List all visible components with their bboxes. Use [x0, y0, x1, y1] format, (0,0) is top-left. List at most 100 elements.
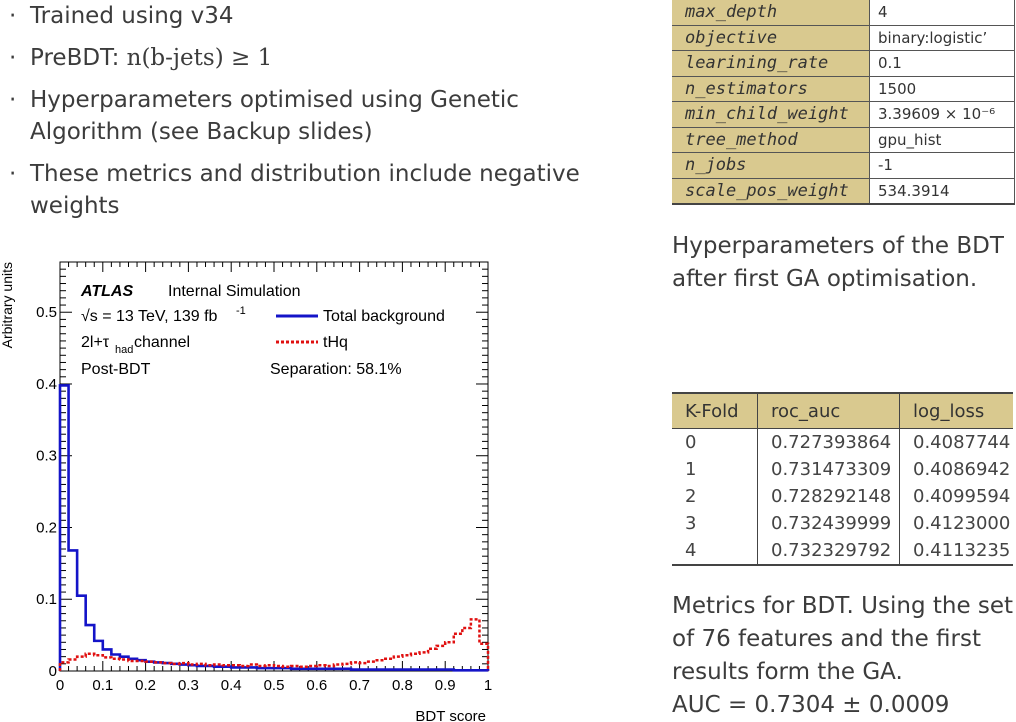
- kfold-row: 0 0.727393864 0.4087744: [672, 428, 1013, 456]
- bullet-dot-icon: ·: [9, 45, 17, 71]
- hyperparameter-key: scale_pos_weight: [672, 178, 870, 205]
- legend-label-total-background: Total background: [323, 308, 445, 325]
- kfold-cell: 0.731473309: [757, 456, 900, 483]
- x-tick-label: 0.1: [92, 677, 113, 694]
- x-tick-label: 0.6: [306, 677, 327, 694]
- channel-subscript: had: [115, 344, 133, 356]
- kfold-header: log_loss: [899, 392, 1013, 429]
- bullet-dot-icon: ·: [9, 3, 17, 29]
- y-tick-label: 0.4: [36, 376, 57, 393]
- kfold-cell: 0.732439999: [757, 510, 900, 537]
- hyperparameter-table: max_depth 4 objective binary:logistic’ leari…: [672, 0, 1015, 205]
- caption-line: AUC = 0.7304 ± 0.0009: [672, 692, 950, 718]
- kfold-cell: 2: [685, 486, 697, 507]
- hyperparameter-value: 1500: [869, 76, 1015, 102]
- hyperparameter-key: n_estimators: [672, 76, 870, 102]
- caption-line: after first GA optimisation.: [672, 266, 978, 292]
- kfold-cell: 0.4123000: [899, 510, 1013, 537]
- x-tick-label: 0.7: [349, 677, 370, 694]
- hyperparameter-row: objective binary:logistic’: [672, 25, 1015, 51]
- y-tick-label: 0.3: [36, 448, 57, 465]
- bullet-item: · These metrics and distribution include…: [0, 158, 600, 222]
- x-tick-label: 0.9: [435, 677, 456, 694]
- hyperparameter-key: learining_rate: [672, 50, 870, 77]
- series-line-total-background: [58, 384, 490, 672]
- x-tick-label: 0.3: [178, 677, 199, 694]
- kfold-row: 2 0.728292148 0.4099594: [672, 483, 1013, 510]
- hyperparameter-key: n_jobs: [672, 152, 870, 179]
- bullet-list: · Trained using v34 · PreBDT: n(b-jets) …: [0, 0, 600, 232]
- bdt-score-chart: 0 0.1 0.2 0.3 0.4 0.5 0.6 0.7 0.8 0.9 1 0 0.1 0.2 0.3 0…: [0, 261, 492, 722]
- hyperparameter-value: 3.39609 × 10⁻⁶: [869, 101, 1015, 128]
- kfold-header: roc_auc: [757, 392, 900, 429]
- channel-suffix: channel: [134, 334, 190, 351]
- hyperparameter-key: min_child_weight: [672, 101, 870, 128]
- hyperparameter-key: max_depth: [672, 0, 870, 26]
- series-line-thq: [58, 618, 490, 671]
- hyperparameter-row: n_estimators 1500: [672, 76, 1015, 102]
- hyperparameter-value: binary:logistic’: [869, 25, 1015, 51]
- hyperparameter-key: tree_method: [672, 127, 870, 153]
- bullet-dot-icon: ·: [9, 87, 17, 113]
- bullet-text: These metrics and distribution include n…: [30, 161, 580, 219]
- bullet-item: · Hyperparameters optimised using Geneti…: [0, 84, 600, 148]
- caption-line: Metrics for BDT. Using the set: [672, 593, 1014, 619]
- energy-label: √s = 13 TeV, 139 fb: [81, 308, 218, 325]
- x-tick-label: 0: [56, 677, 64, 694]
- separation-label: Separation: 58.1%: [270, 361, 402, 378]
- bullet-math: n(b-jets) ≥ 1: [126, 45, 273, 71]
- hyperparameter-row: max_depth 4: [672, 0, 1015, 26]
- metrics-caption: Metrics for BDT. Using the set of 76 fea…: [672, 590, 1013, 722]
- caption-line: of 76 features and the first: [672, 626, 981, 652]
- kfold-cell: 0.4087744: [899, 428, 1013, 456]
- x-tick-label: 0.2: [135, 677, 156, 694]
- y-axis-label: Arbitrary units: [0, 262, 15, 348]
- x-tick-label: 0.8: [392, 677, 413, 694]
- stage-label: Post-BDT: [81, 361, 151, 378]
- bullet-dot-icon: ·: [9, 161, 17, 187]
- hyperparameter-value: 4: [869, 0, 1015, 26]
- y-tick-label: 0.5: [36, 304, 57, 321]
- hyperparameter-row: tree_method gpu_hist: [672, 127, 1015, 153]
- kfold-cell: 0.727393864: [757, 428, 900, 456]
- kfold-row: 3 0.732439999 0.4123000: [672, 510, 1013, 537]
- bullet-item: · Trained using v34: [0, 0, 600, 32]
- x-tick-label: 0.4: [221, 677, 242, 694]
- hyperparameter-value: -1: [869, 152, 1015, 179]
- kfold-cell: 0.4113235: [899, 537, 1013, 566]
- kfold-cell: 4: [672, 537, 758, 566]
- kfold-cell: 1: [685, 459, 697, 480]
- hyperparameter-caption: Hyperparameters of the BDT after first G…: [672, 230, 1004, 296]
- kfold-header: K-Fold: [672, 392, 758, 429]
- x-tick-label: 0.5: [264, 677, 285, 694]
- kfold-cell: 3: [685, 513, 697, 534]
- hyperparameter-value: 0.1: [869, 50, 1015, 77]
- kfold-table: K-Fold roc_auc log_loss 0 0.727393864 0.40…: [672, 392, 1013, 566]
- kfold-row: 1 0.731473309 0.4086942: [672, 456, 1013, 483]
- kfold-cell: 0.4099594: [899, 483, 1013, 510]
- x-axis-label: BDT score: [415, 708, 486, 722]
- bullet-item: · PreBDT: n(b-jets) ≥ 1: [0, 42, 600, 74]
- hyperparameter-value: 534.3914: [869, 178, 1015, 205]
- y-tick-label: 0: [49, 663, 57, 680]
- atlas-label: ATLAS: [80, 283, 133, 300]
- legend-label-thq: tHq: [323, 334, 348, 351]
- hyperparameter-row: learining_rate 0.1: [672, 50, 1015, 77]
- caption-line: results form the GA.: [672, 659, 903, 685]
- caption-line: Hyperparameters of the BDT: [672, 233, 1004, 259]
- y-tick-label: 0.1: [36, 591, 57, 608]
- hyperparameter-row: min_child_weight 3.39609 × 10⁻⁶: [672, 101, 1015, 128]
- kfold-row: 4 0.732329792 0.4113235: [672, 537, 1013, 566]
- kfold-cell: 0.4086942: [899, 456, 1013, 483]
- kfold-cell: 0.728292148: [757, 483, 900, 510]
- hyperparameter-row: n_jobs -1: [672, 152, 1015, 179]
- hyperparameter-value: gpu_hist: [869, 127, 1015, 153]
- bullet-text-prebdt: PreBDT: n(b-jets) ≥ 1: [30, 42, 600, 74]
- kfold-cell: 0.732329792: [757, 537, 900, 566]
- status-label: Internal Simulation: [168, 283, 301, 300]
- bullet-text: Trained using v34: [30, 3, 234, 29]
- channel-label: 2l+τ: [81, 334, 110, 351]
- hyperparameter-row: scale_pos_weight 534.3914: [672, 178, 1015, 205]
- bullet-text: Hyperparameters optimised using Genetic …: [30, 87, 519, 145]
- bullet-prefix: PreBDT:: [30, 45, 127, 71]
